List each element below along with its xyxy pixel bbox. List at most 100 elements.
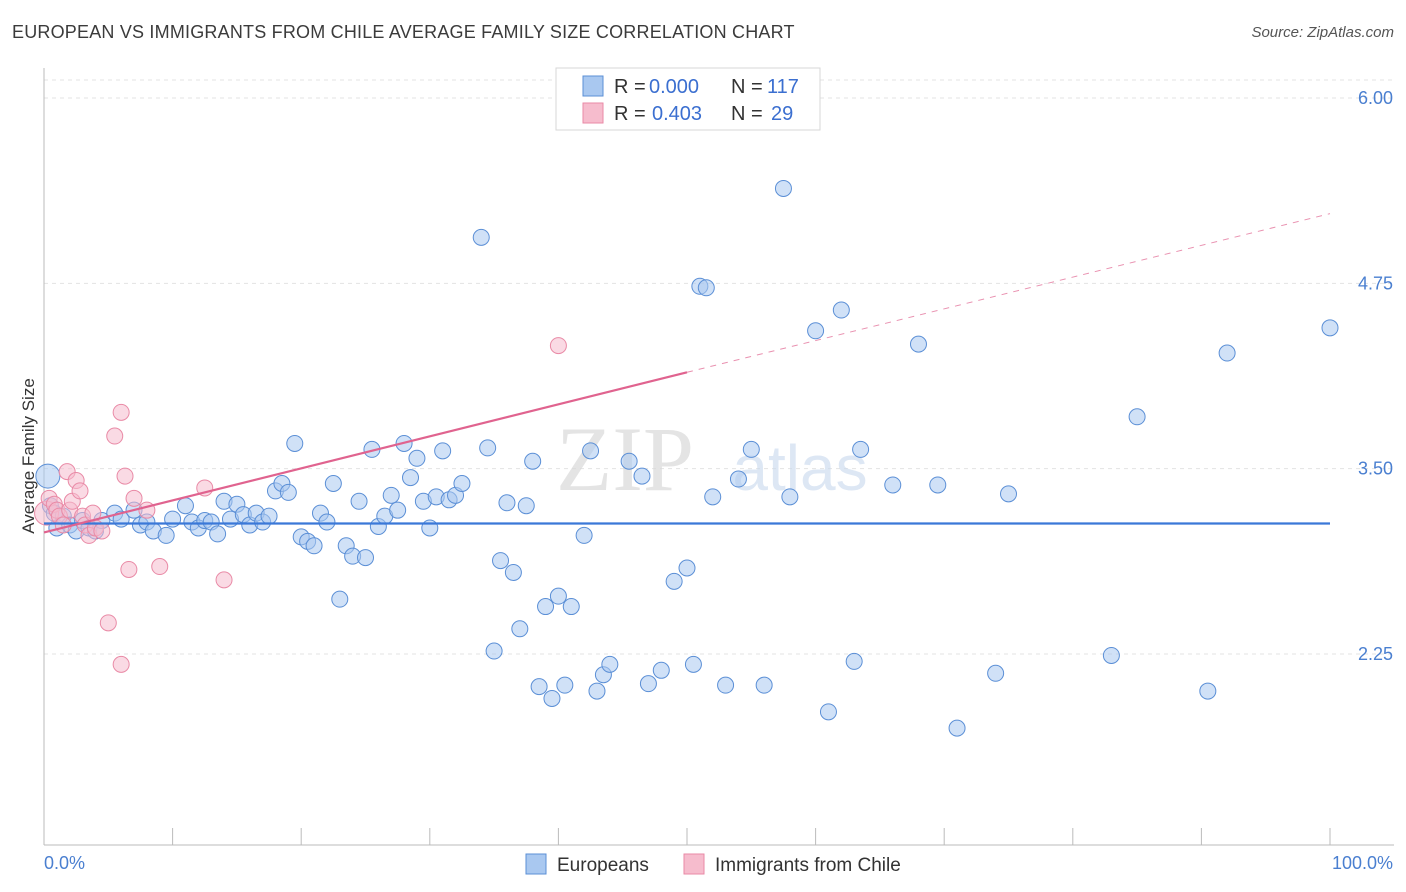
- point-chile: [549, 337, 567, 355]
- point-chile: [112, 403, 130, 421]
- point-europeans: [209, 525, 227, 543]
- y-tick-label: 2.25: [1358, 644, 1393, 664]
- point-europeans: [948, 719, 966, 737]
- series-legend: Europeans Immigrants from Chile: [525, 853, 901, 876]
- point-europeans: [697, 279, 715, 297]
- legend-r-value-1: 0.000: [649, 76, 699, 98]
- chart-title: EUROPEAN VS IMMIGRANTS FROM CHILE AVERAG…: [12, 22, 795, 42]
- point-chile: [120, 560, 138, 578]
- point-europeans: [157, 526, 175, 544]
- scatter-points: [34, 179, 1339, 737]
- point-europeans: [987, 664, 1005, 682]
- point-europeans: [1321, 319, 1339, 337]
- point-europeans: [549, 587, 567, 605]
- point-europeans: [453, 474, 471, 492]
- point-europeans: [845, 652, 863, 670]
- point-europeans: [504, 563, 522, 581]
- point-europeans: [318, 513, 336, 531]
- legend-n-value-1: 117: [767, 76, 799, 98]
- point-europeans: [357, 549, 374, 567]
- point-europeans: [517, 497, 535, 515]
- point-chile: [99, 614, 117, 632]
- y-tick-labels: 2.25 3.50 4.75 6.00: [1358, 88, 1393, 664]
- point-europeans: [421, 519, 439, 537]
- point-chile: [106, 427, 124, 445]
- point-europeans: [382, 486, 400, 504]
- point-europeans: [832, 301, 850, 319]
- point-chile: [215, 571, 233, 589]
- y-tick-label: 6.00: [1358, 88, 1393, 108]
- point-europeans: [819, 703, 837, 721]
- bottom-legend-europeans: Europeans: [557, 855, 649, 876]
- legend-r-label-1: R =: [614, 76, 646, 98]
- legend-r-value-2: 0.403: [652, 103, 702, 125]
- point-europeans: [582, 442, 600, 460]
- x-tick-label-max: 100.0%: [1332, 853, 1393, 873]
- point-europeans: [408, 449, 426, 467]
- point-europeans: [1000, 485, 1017, 503]
- point-europeans: [575, 526, 593, 544]
- point-europeans: [742, 440, 760, 458]
- point-europeans: [588, 682, 606, 700]
- y-tick-label: 4.75: [1358, 273, 1393, 293]
- point-europeans: [620, 452, 638, 470]
- point-europeans: [305, 537, 323, 555]
- bottom-swatch-chile: [683, 853, 705, 875]
- point-europeans: [556, 676, 574, 694]
- point-europeans: [324, 474, 342, 492]
- point-europeans: [164, 510, 182, 528]
- point-europeans: [286, 434, 304, 452]
- point-europeans: [472, 228, 490, 246]
- point-chile: [116, 467, 134, 485]
- point-chile: [93, 522, 111, 540]
- point-europeans: [498, 494, 516, 512]
- point-europeans: [1128, 408, 1146, 426]
- point-europeans: [717, 676, 735, 694]
- point-europeans: [35, 463, 61, 489]
- stats-legend: R = 0.000 N = 117 R = 0.403 N = 29: [555, 67, 821, 131]
- point-europeans: [639, 675, 657, 693]
- point-europeans: [434, 442, 452, 460]
- point-europeans: [729, 470, 747, 488]
- point-europeans: [704, 488, 722, 506]
- point-europeans: [852, 440, 870, 458]
- point-europeans: [678, 559, 696, 577]
- point-europeans: [929, 476, 947, 494]
- point-europeans: [807, 322, 825, 340]
- legend-n-label-2: N =: [731, 103, 763, 125]
- point-europeans: [652, 661, 670, 679]
- bottom-swatch-europeans: [525, 853, 547, 875]
- point-europeans: [402, 469, 420, 487]
- point-europeans: [176, 497, 194, 515]
- point-europeans: [485, 642, 503, 660]
- bottom-legend-chile: Immigrants from Chile: [715, 855, 901, 876]
- point-europeans: [511, 620, 529, 638]
- point-chile: [151, 558, 169, 576]
- point-europeans: [562, 598, 580, 616]
- trend-line-chile: [43, 371, 688, 534]
- point-europeans: [665, 572, 683, 590]
- point-europeans: [633, 467, 651, 485]
- legend-swatch-europeans: [582, 75, 604, 97]
- point-europeans: [530, 678, 548, 696]
- point-chile: [125, 489, 143, 507]
- x-tick-marks: [43, 828, 1331, 845]
- point-europeans: [260, 507, 278, 525]
- point-europeans: [1218, 344, 1236, 362]
- legend-swatch-chile: [582, 102, 604, 124]
- point-chile: [112, 655, 130, 673]
- point-chile: [54, 516, 72, 534]
- source-credit: Source: ZipAtlas.com: [1251, 24, 1394, 41]
- y-tick-label: 3.50: [1358, 459, 1393, 479]
- point-europeans: [331, 590, 349, 608]
- point-europeans: [524, 452, 542, 470]
- grid-lines: [44, 79, 1394, 655]
- trend-lines: [43, 213, 1331, 534]
- y-axis-label: Average Family Size: [19, 378, 38, 534]
- point-europeans: [909, 335, 927, 353]
- x-tick-label-min: 0.0%: [44, 853, 85, 873]
- point-europeans: [537, 598, 555, 616]
- point-chile: [71, 482, 89, 500]
- point-europeans: [1102, 646, 1120, 664]
- point-europeans: [684, 655, 702, 673]
